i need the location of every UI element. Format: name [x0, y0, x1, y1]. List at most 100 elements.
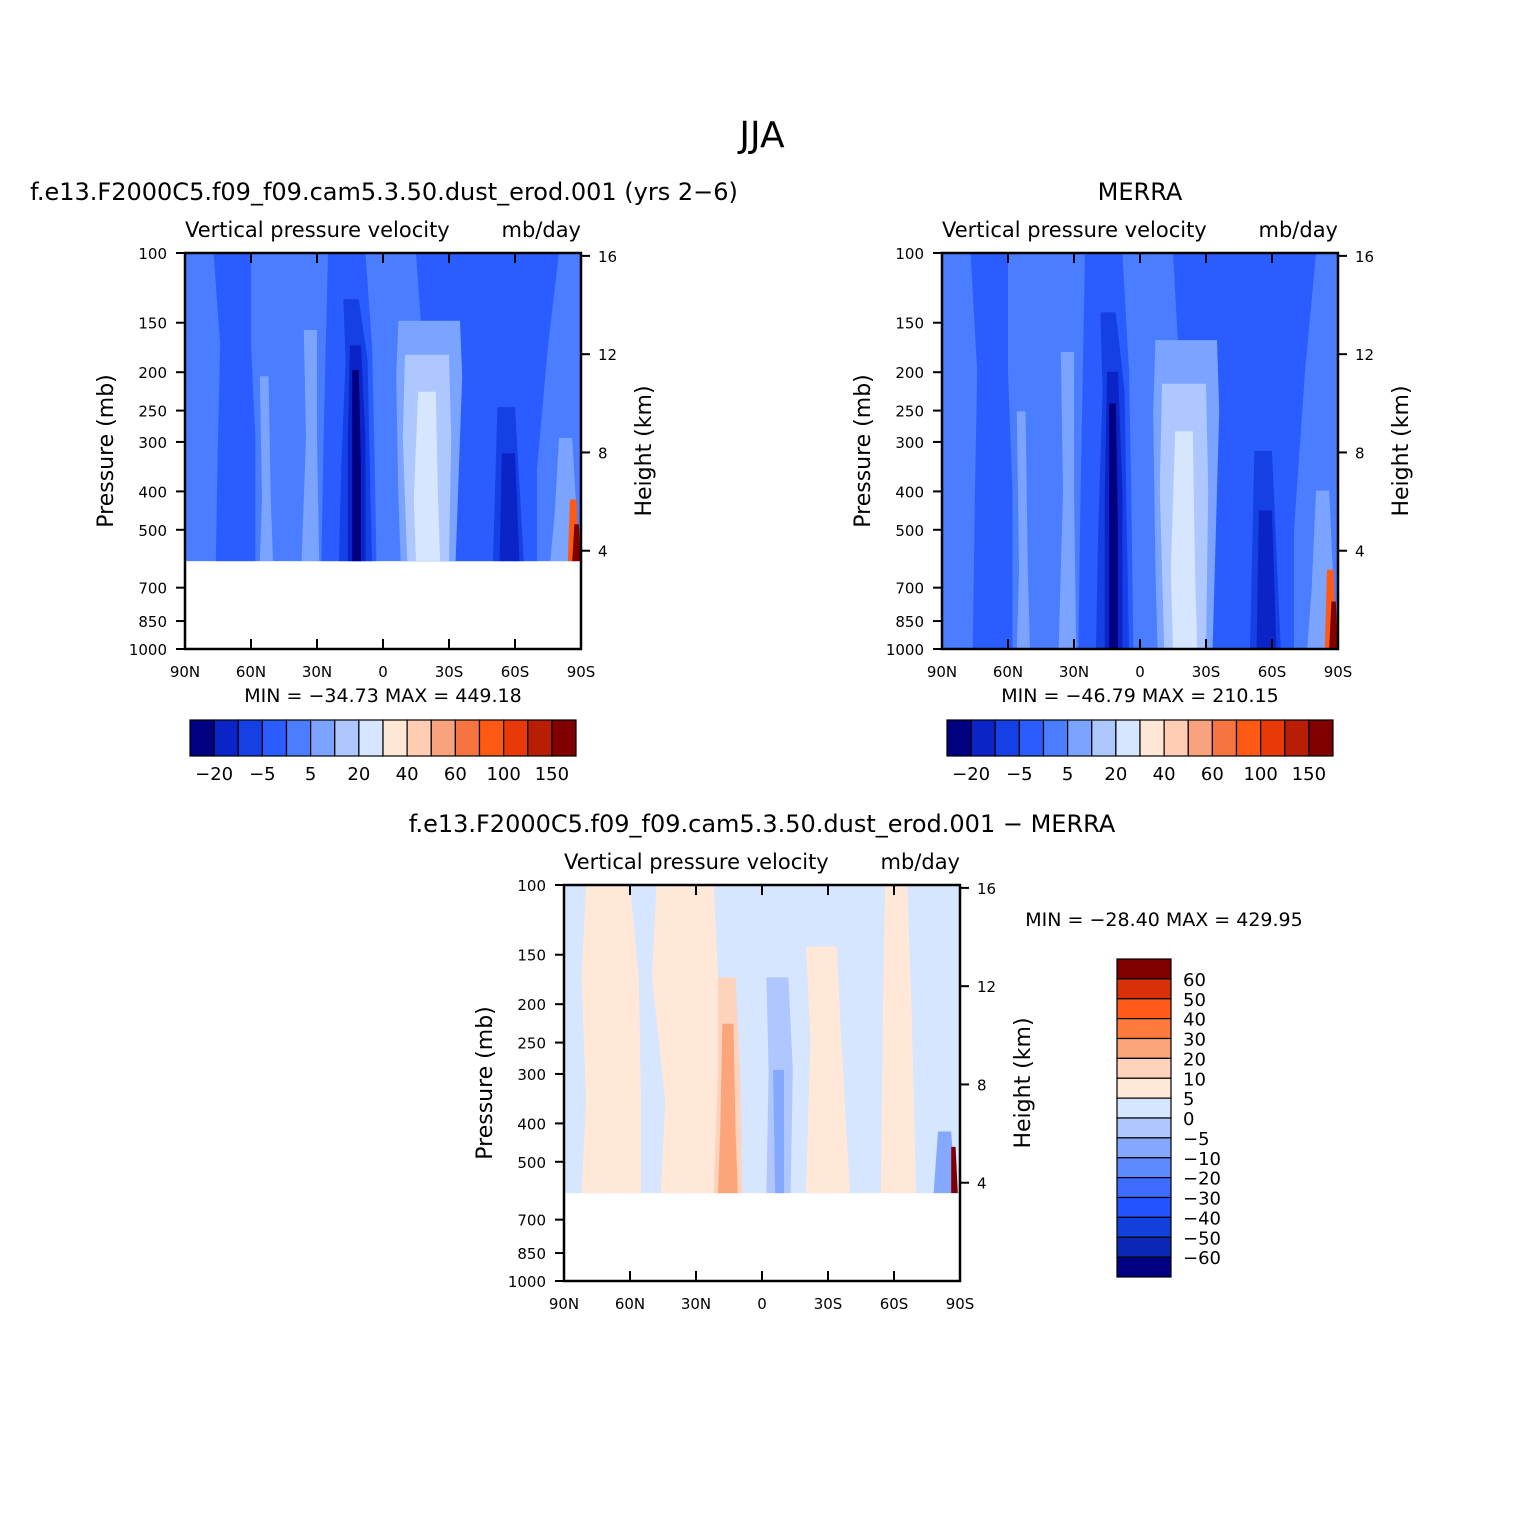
- y-axis-title: Pressure (mb): [94, 374, 119, 528]
- x-tick-label: 60N: [615, 1295, 645, 1313]
- y-tick-label: 400: [138, 483, 167, 501]
- y-tick-label: 500: [138, 522, 167, 540]
- y-tick-label: 200: [138, 364, 167, 382]
- y-tick-right-label: 8: [1355, 444, 1365, 462]
- y-axis-title: Pressure (mb): [851, 374, 876, 528]
- colorbar-cell: [1260, 719, 1286, 757]
- colorbar-cell: [1116, 1057, 1172, 1079]
- y-tick-label: 500: [895, 522, 924, 540]
- colorbar-cell: [1235, 719, 1262, 757]
- y-tick-right-label: 4: [598, 543, 608, 561]
- colorbar-cell: [213, 719, 239, 757]
- y-tick-right-label: 12: [1355, 346, 1374, 364]
- x-tick-label: 60S: [1258, 663, 1287, 681]
- contour-region: [1170, 431, 1198, 649]
- contour-region: [213, 253, 256, 562]
- colorbar-cell: [1116, 1097, 1172, 1119]
- colorbar-cell: [310, 719, 336, 757]
- y-tick-right-label: 16: [1355, 248, 1374, 266]
- y-tick-label: 250: [517, 1035, 546, 1053]
- colorbar-cell: [1091, 719, 1117, 757]
- contour-region: [581, 885, 641, 1194]
- colorbar-cell: [1116, 1037, 1172, 1059]
- colorbar-cell: [551, 719, 577, 757]
- colorbar-label: −10: [1183, 1149, 1221, 1170]
- x-tick-label: 0: [1135, 663, 1145, 681]
- colorbar-label: 5: [305, 764, 316, 785]
- colorbar-cell: [406, 719, 432, 757]
- y-tick-right-label: 4: [1355, 543, 1365, 561]
- panel-title: MERRA: [1098, 178, 1183, 206]
- colorbar-label: −20: [195, 764, 233, 785]
- x-tick-label: 60S: [880, 1295, 909, 1313]
- panel-title: f.e13.F2000C5.f09_f09.cam5.3.50.dust_ero…: [30, 178, 738, 206]
- x-tick-label: 0: [757, 1295, 767, 1313]
- colorbar-label: −5: [1006, 764, 1033, 785]
- colorbar-label: 60: [1183, 970, 1206, 991]
- y-tick-label: 250: [138, 403, 167, 421]
- x-tick-label: 30N: [1059, 663, 1089, 681]
- y-tick-label: 1000: [886, 641, 924, 659]
- colorbar-cell: [189, 719, 215, 757]
- colorbar-label: 100: [486, 764, 520, 785]
- y-tick-label: 700: [895, 580, 924, 598]
- colorbar-cell: [430, 719, 456, 757]
- y-tick-label: 300: [517, 1066, 546, 1084]
- y-tick-label: 150: [895, 315, 924, 333]
- colorbar-label: −50: [1183, 1228, 1221, 1249]
- y-tick-label: 150: [138, 315, 167, 333]
- x-tick-label: 90N: [170, 663, 200, 681]
- colorbar-label: 40: [396, 764, 419, 785]
- colorbar-cell: [285, 719, 312, 757]
- y-tick-right-label: 16: [598, 248, 617, 266]
- x-tick-label: 90S: [946, 1295, 975, 1313]
- colorbar-cell: [1187, 719, 1213, 757]
- colorbar-cell: [1116, 1157, 1172, 1179]
- panel-merra: MERRA Vertical pressure velocity mb/day 10…: [851, 178, 1414, 785]
- units-label: mb/day: [881, 850, 961, 874]
- colorbar-cell: [1116, 1077, 1172, 1099]
- colorbar: −20 −5 5 20 40 60 100 150: [946, 719, 1334, 785]
- x-tick-label: 90S: [567, 663, 596, 681]
- colorbar-cell: [478, 719, 505, 757]
- colorbar-cell: [358, 719, 384, 757]
- variable-label: Vertical pressure velocity: [942, 218, 1207, 242]
- colorbar-label: 20: [1104, 764, 1127, 785]
- y-tick-label: 300: [895, 434, 924, 452]
- colorbar-label: −5: [249, 764, 276, 785]
- contour-region: [259, 376, 273, 562]
- colorbar-cell: [1163, 719, 1189, 757]
- y-tick-right-label: 12: [977, 978, 996, 996]
- colorbar-cell: [1284, 719, 1310, 757]
- y-tick-right-label: 8: [977, 1076, 987, 1094]
- colorbar-label: 5: [1062, 764, 1073, 785]
- colorbar-cell: [1116, 958, 1172, 980]
- x-tick-label: 0: [378, 663, 388, 681]
- y-tick-label: 200: [517, 996, 546, 1014]
- colorbar-label: −20: [952, 764, 990, 785]
- colorbar-label: 100: [1243, 764, 1277, 785]
- figure-title: JJA: [737, 115, 785, 156]
- colorbar-cell: [382, 719, 408, 757]
- x-tick-label: 90S: [1324, 663, 1353, 681]
- colorbar-label: 0: [1183, 1109, 1194, 1130]
- y-tick-label: 400: [517, 1115, 546, 1133]
- y-tick-label: 100: [138, 245, 167, 263]
- y-tick-label: 850: [895, 613, 924, 631]
- colorbar-cell: [1211, 719, 1238, 757]
- colorbar-label: 40: [1153, 764, 1176, 785]
- x-tick-label: 60N: [236, 663, 266, 681]
- colorbar-cell: [1116, 1177, 1172, 1199]
- stats-label: MIN = −34.73 MAX = 449.18: [244, 685, 521, 707]
- colorbar-label: 150: [535, 764, 569, 785]
- x-tick-label: 30S: [435, 663, 464, 681]
- colorbar-cell: [1042, 719, 1069, 757]
- colorbar-cell: [527, 719, 553, 757]
- x-tick-label: 90N: [549, 1295, 579, 1313]
- colorbar-cell: [1115, 719, 1141, 757]
- y-tick-right-label: 4: [977, 1175, 987, 1193]
- contour-region: [352, 370, 361, 562]
- colorbar-label: 30: [1183, 1030, 1206, 1051]
